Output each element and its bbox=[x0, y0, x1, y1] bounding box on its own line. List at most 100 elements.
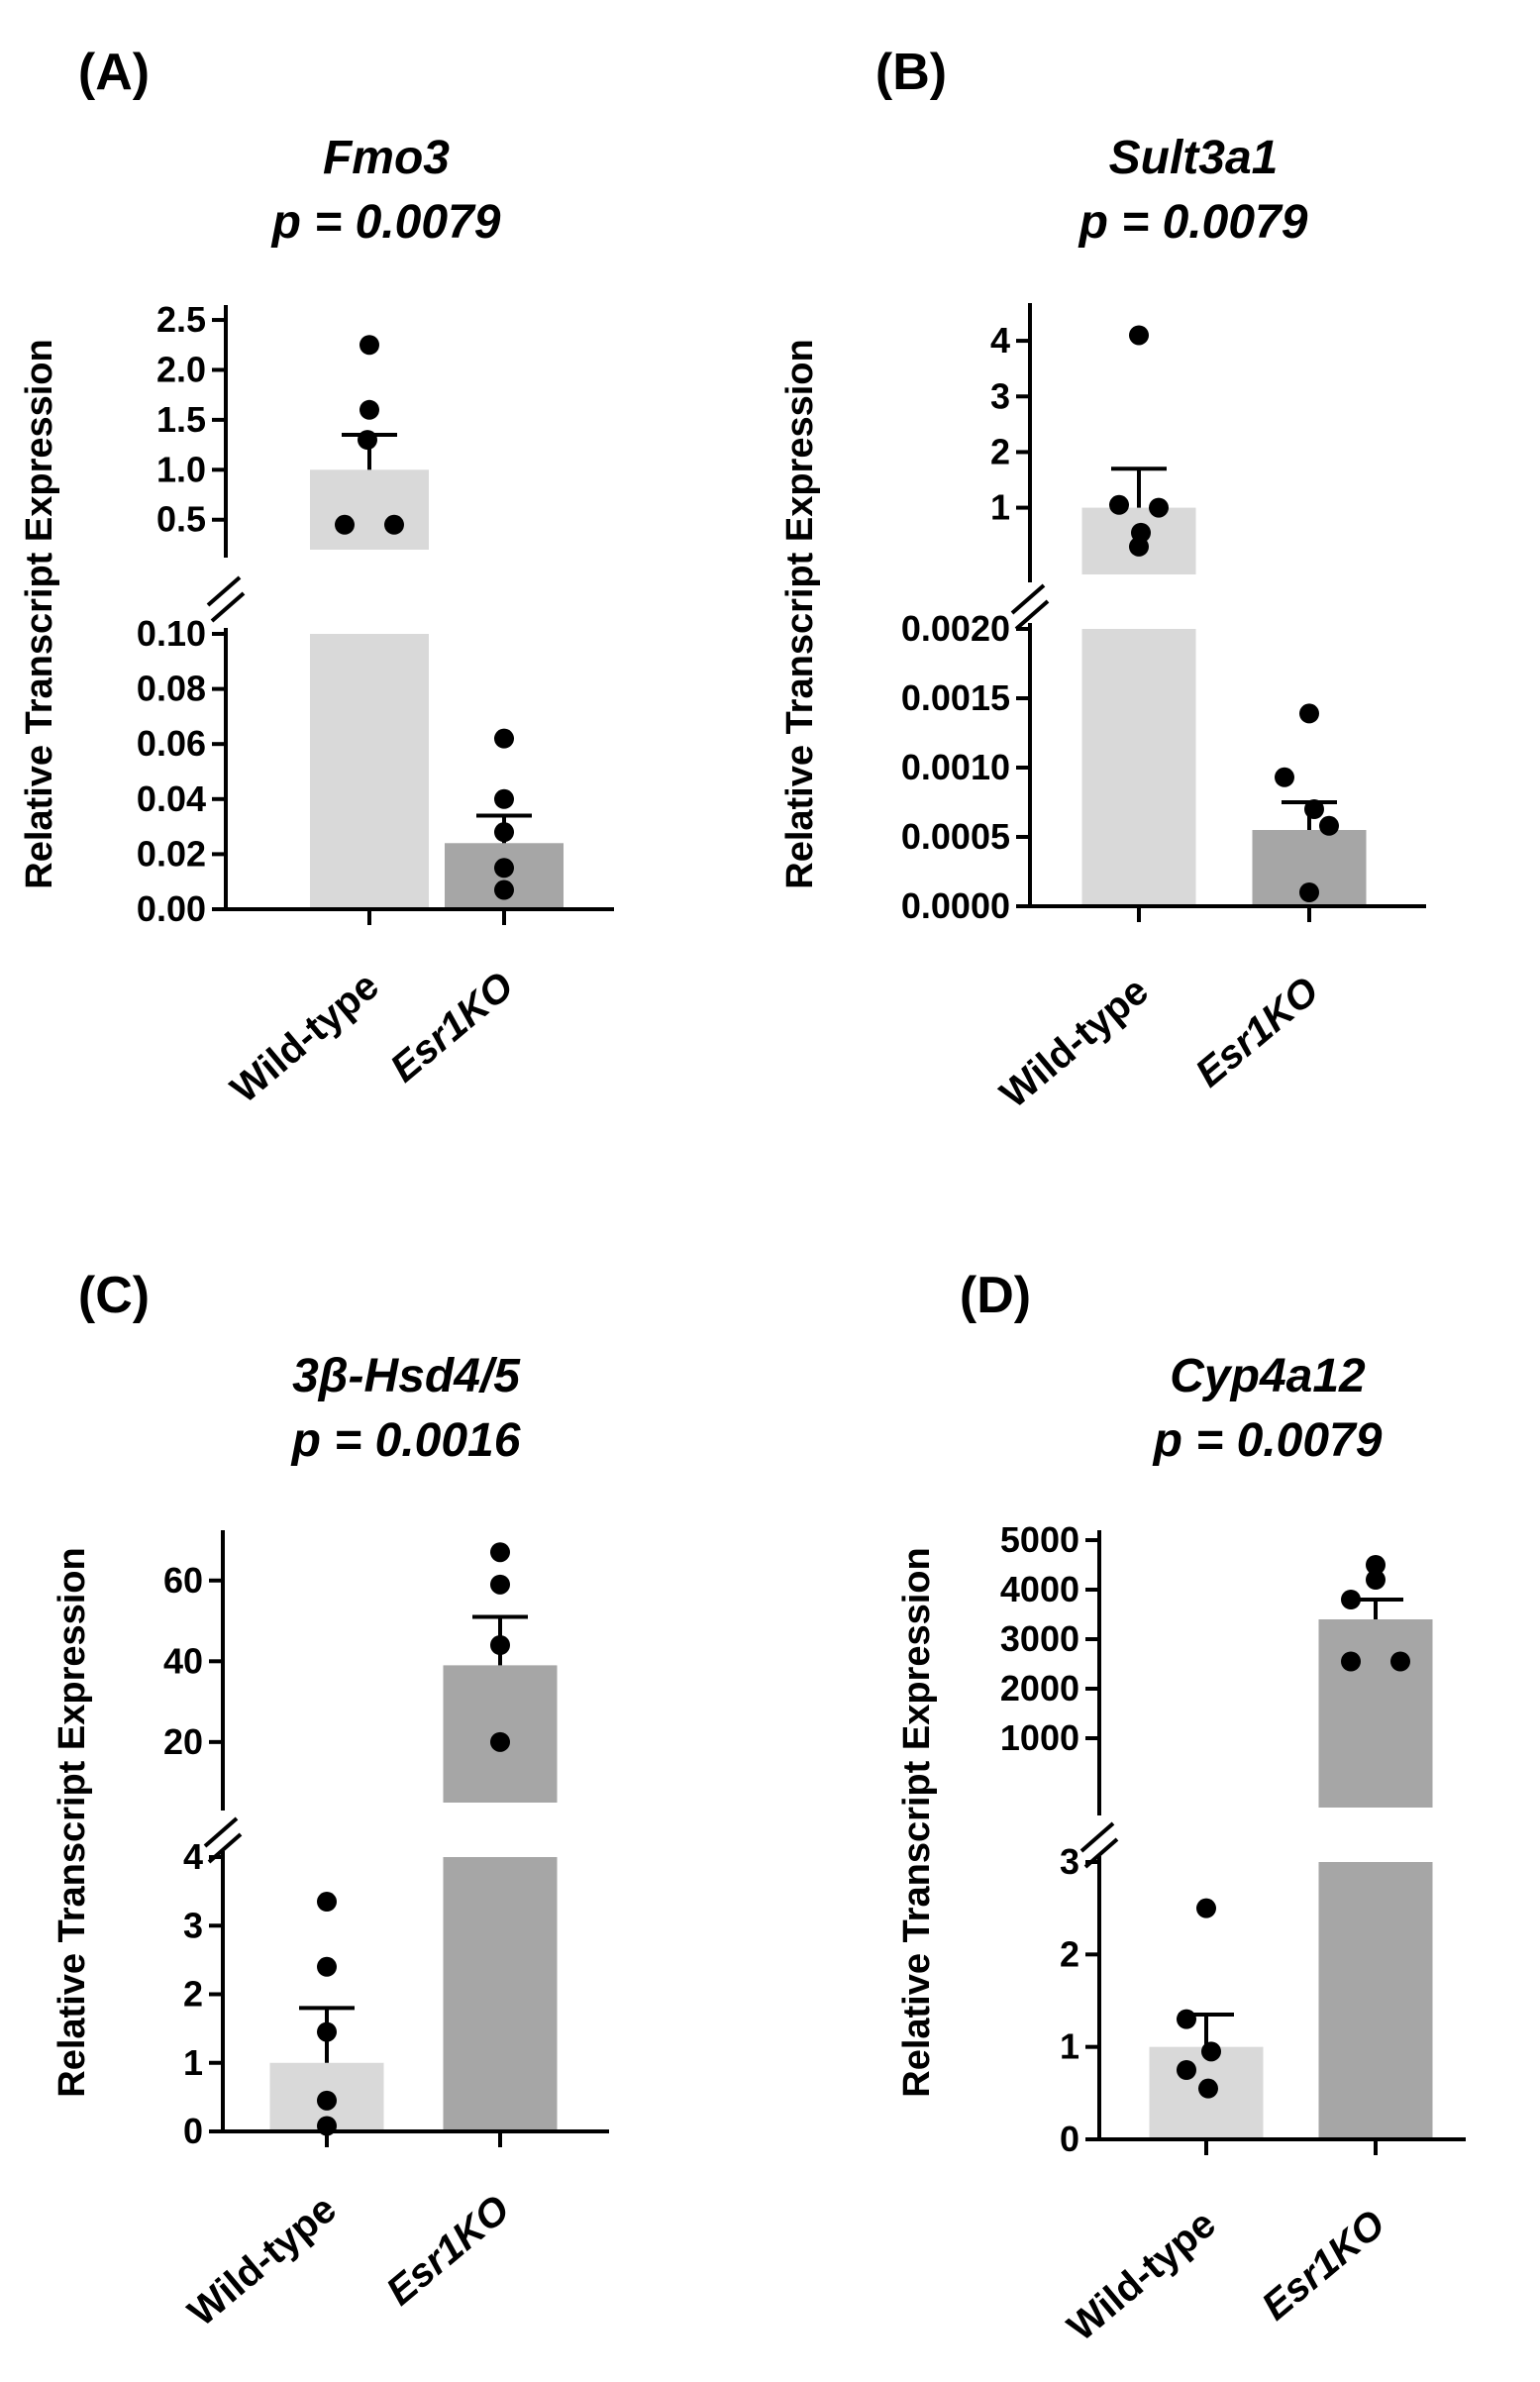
axis-break-mark bbox=[206, 575, 242, 607]
axis-break-mark bbox=[1014, 599, 1050, 631]
data-point bbox=[494, 788, 514, 809]
p-value-title: p = 0.0079 bbox=[1078, 196, 1308, 249]
y-tick-label: 0 bbox=[1060, 2119, 1079, 2159]
data-point bbox=[359, 399, 379, 420]
y-tick-label: 0.08 bbox=[137, 669, 206, 709]
data-point bbox=[1366, 1570, 1386, 1590]
data-point bbox=[335, 514, 355, 535]
y-tick-label: 0.0020 bbox=[901, 608, 1010, 649]
y-tick-label: 40 bbox=[163, 1640, 203, 1681]
x-category-label: Wild-type bbox=[992, 969, 1157, 1116]
p-value-title: p = 0.0016 bbox=[290, 1414, 521, 1467]
y-tick-label: 1 bbox=[183, 2042, 203, 2083]
data-point bbox=[490, 1542, 510, 1563]
gene-title: 3β-Hsd4/5 bbox=[292, 1350, 521, 1402]
y-tick-label: 1.0 bbox=[156, 449, 206, 489]
x-category-label: Wild-type bbox=[223, 964, 387, 1111]
y-tick-label: 0.0005 bbox=[901, 816, 1010, 857]
y-tick-label: 4 bbox=[990, 320, 1010, 361]
y-tick-label: 4000 bbox=[1000, 1569, 1079, 1609]
y-tick-label: 2 bbox=[1060, 1933, 1079, 1974]
x-category-label: Wild-type bbox=[180, 2187, 345, 2334]
data-point bbox=[494, 728, 514, 749]
panel-label: (A) bbox=[78, 44, 150, 101]
y-tick-label: 0.00 bbox=[137, 888, 206, 929]
p-value-title: p = 0.0079 bbox=[1152, 1414, 1383, 1467]
data-point bbox=[1275, 767, 1294, 787]
data-point bbox=[1201, 2041, 1221, 2062]
data-point bbox=[359, 335, 379, 356]
data-point bbox=[1299, 703, 1319, 724]
y-tick-label: 0.0010 bbox=[901, 747, 1010, 787]
data-point bbox=[1196, 1898, 1216, 1918]
y-tick-label: 2000 bbox=[1000, 1668, 1079, 1709]
y-tick-label: 60 bbox=[163, 1560, 203, 1601]
data-point bbox=[490, 1635, 510, 1655]
y-tick-label: 0.02 bbox=[137, 833, 206, 874]
data-point bbox=[494, 858, 514, 879]
panel-label: (B) bbox=[875, 44, 947, 101]
data-point bbox=[1129, 536, 1149, 557]
chart-panel-c: (C) 3β-Hsd4/5 p = 0.0016 Relative Transcrip… bbox=[51, 1267, 609, 2334]
data-point bbox=[1109, 494, 1129, 515]
y-tick-label: 0.0000 bbox=[901, 885, 1010, 926]
chart-panel-a: (A) Fmo3 p = 0.0079 Relative Transcript Exp… bbox=[19, 44, 614, 1111]
data-point bbox=[490, 1731, 510, 1752]
y-tick-label: 0.06 bbox=[137, 723, 206, 764]
p-value-title: p = 0.0079 bbox=[270, 196, 501, 249]
y-tick-label: 5000 bbox=[1000, 1519, 1079, 1560]
axis-break-mark bbox=[1079, 1821, 1115, 1853]
y-tick-label: 3000 bbox=[1000, 1618, 1079, 1659]
data-point bbox=[1390, 1651, 1410, 1672]
gene-title: Sult3a1 bbox=[1109, 132, 1279, 184]
y-axis-label: Relative Transcript Expression bbox=[19, 339, 60, 888]
y-tick-label: 20 bbox=[163, 1721, 203, 1762]
data-point bbox=[317, 2021, 337, 2042]
x-category-label: Esr1KO bbox=[1254, 2202, 1393, 2329]
axis-break-mark bbox=[210, 591, 246, 623]
x-category-label: Esr1KO bbox=[378, 2187, 518, 2314]
data-point bbox=[1129, 325, 1149, 346]
y-tick-label: 0.10 bbox=[137, 613, 206, 654]
data-point bbox=[1198, 2078, 1218, 2099]
data-point bbox=[1177, 2009, 1196, 2029]
y-tick-label: 2.0 bbox=[156, 349, 206, 389]
data-point bbox=[1341, 1651, 1361, 1672]
x-category-label: Wild-type bbox=[1060, 2202, 1224, 2349]
y-tick-label: 0.04 bbox=[137, 778, 206, 819]
axis-break-mark bbox=[1010, 583, 1046, 615]
y-tick-label: 1000 bbox=[1000, 1717, 1079, 1758]
gene-title: Cyp4a12 bbox=[1170, 1350, 1366, 1402]
y-axis-label: Relative Transcript Expression bbox=[51, 1547, 93, 2097]
data-point bbox=[1304, 799, 1324, 819]
data-point bbox=[1299, 882, 1319, 902]
bar bbox=[1318, 1619, 1433, 1808]
data-point bbox=[1366, 1555, 1386, 1575]
bar-lower-segment bbox=[443, 1857, 558, 2131]
chart-panel-d: (D) Cyp4a12 p = 0.0079 Relative Transcript … bbox=[896, 1267, 1466, 2349]
data-point bbox=[1177, 2060, 1196, 2080]
y-tick-label: 1 bbox=[990, 487, 1010, 528]
chart-panel-b: (B) Sult3a1 p = 0.0079 Relative Transcript … bbox=[779, 44, 1426, 1116]
data-point bbox=[490, 1574, 510, 1595]
data-point bbox=[1149, 497, 1169, 518]
panel-label: (C) bbox=[78, 1267, 150, 1324]
y-tick-label: 3 bbox=[990, 375, 1010, 416]
y-tick-label: 3 bbox=[183, 1905, 203, 1945]
y-tick-label: 2 bbox=[183, 1974, 203, 2015]
data-point bbox=[1319, 815, 1339, 836]
y-tick-label: 0 bbox=[183, 2111, 203, 2151]
data-point bbox=[1341, 1590, 1361, 1609]
x-category-label: Esr1KO bbox=[382, 964, 522, 1090]
bar-lower-segment bbox=[1081, 629, 1196, 906]
bar-lower-segment bbox=[1318, 1862, 1433, 2139]
data-point bbox=[317, 1892, 337, 1913]
y-tick-label: 3 bbox=[1060, 1841, 1079, 1882]
y-axis-label: Relative Transcript Expression bbox=[779, 339, 821, 888]
y-tick-label: 0.0015 bbox=[901, 677, 1010, 718]
axis-break-mark bbox=[203, 1816, 239, 1848]
data-point bbox=[317, 2090, 337, 2111]
data-point bbox=[317, 1956, 337, 1977]
bar bbox=[310, 469, 429, 550]
